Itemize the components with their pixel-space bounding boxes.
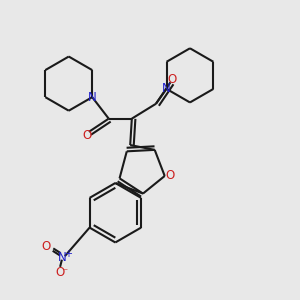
Text: N: N — [88, 91, 97, 104]
Text: N: N — [162, 82, 171, 95]
Text: O: O — [55, 266, 64, 279]
Text: O: O — [83, 129, 92, 142]
Text: O: O — [41, 240, 51, 253]
Text: N: N — [58, 251, 67, 264]
Text: O: O — [167, 73, 177, 86]
Text: ⁻: ⁻ — [62, 267, 68, 277]
Text: O: O — [165, 169, 175, 182]
Text: +: + — [64, 249, 72, 260]
